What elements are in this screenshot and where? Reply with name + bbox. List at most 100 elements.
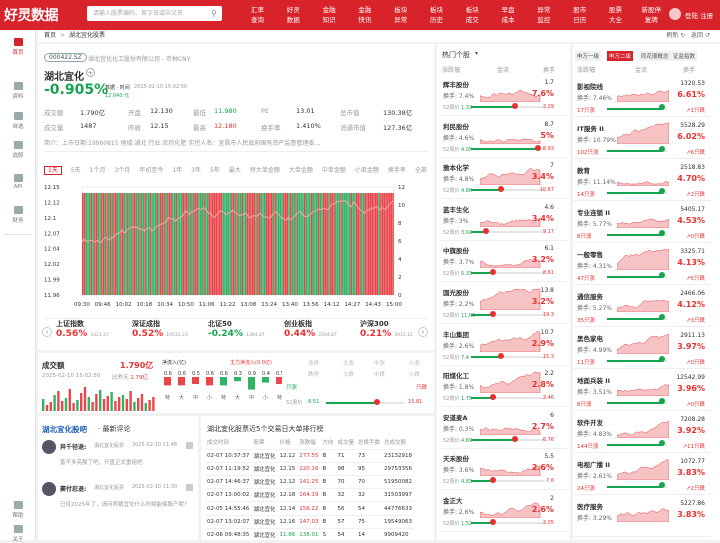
side-nav-item[interactable]: 选股 <box>0 141 36 159</box>
nav-item[interactable]: 新股停 复牌 <box>641 6 662 24</box>
intraday-chart[interactable]: 12.15 12.12 12.1 12.07 12.04 12.02 11.99 11.96 1… <box>44 183 428 311</box>
hot-stock-item[interactable]: 利民股份 换手: 4.6% 8.7 5% 52周价 4.05 8.93 <box>440 117 568 158</box>
nav-item[interactable]: 金融 知识 <box>322 6 336 24</box>
only-down-filter[interactable]: 只跌 <box>416 385 428 391</box>
comment-thumb-icon[interactable] <box>186 442 193 449</box>
period-tab[interactable]: 3个月 <box>114 167 131 174</box>
nav-item[interactable]: 金融 快讯 <box>358 6 372 24</box>
side-nav-item[interactable]: 首页 <box>0 38 36 56</box>
sector-item[interactable]: 地面兵装 II 换手: 3.51% 12542.99 3.96% 8只涨 ↗0只跌 <box>573 369 711 411</box>
search-icon[interactable]: ⚲ <box>211 9 217 18</box>
side-nav-item[interactable]: API <box>0 174 36 190</box>
period-tab[interactable]: 5天 <box>70 167 81 174</box>
sector-tab[interactable]: 同花顺概念 <box>639 51 671 61</box>
nav-item[interactable]: 板块 成交 <box>465 6 479 24</box>
range-filter[interactable]: 中跌 <box>374 372 386 378</box>
search-input[interactable]: 请输入股票编码、首字母或中文名 ⚲ <box>87 6 222 21</box>
refresh-button[interactable]: 刷新 <box>666 32 679 39</box>
side-nav-item[interactable]: 帮助 <box>0 501 36 519</box>
commenter-avatar[interactable] <box>42 482 56 496</box>
range-filter[interactable]: 跌停 <box>308 372 320 378</box>
nav-item[interactable]: 汇率 查询 <box>251 6 264 24</box>
period-tab[interactable]: 5年 <box>209 167 220 174</box>
sector-item[interactable]: 影视院线 换手: 7.46% 1320.53 6.61% 17只涨 ↗1只跌 <box>573 75 711 117</box>
sector-item[interactable]: IT服务 II 换手: 10.79% 5528.29 6.02% 102只涨 ↗6只跌 <box>573 117 711 159</box>
sector-item[interactable]: 医疗服务 换手: 3.29% 5227.86 3.83% <box>573 495 711 537</box>
period-tab[interactable]: 1年 <box>172 167 183 174</box>
table-row[interactable]: 02-07 13:00:02 湖北宜化 12.18 164.19 B 32 32 315039… <box>205 488 414 502</box>
hot-stock-item[interactable]: 雅本化学 换手: 4.8% 7 3.4% 52周价 4.86 10.67 <box>440 158 568 200</box>
comment-thumb-icon[interactable] <box>186 484 193 491</box>
side-nav-item[interactable]: 财务 <box>0 206 36 235</box>
prev-index-button[interactable]: ‹ <box>42 327 52 337</box>
index-card[interactable]: 北证50 -0.24% 1364.07 <box>208 319 282 345</box>
index-card[interactable]: 上证指数 0.56% 3321.37 <box>56 319 130 345</box>
add-watch-icon[interactable]: + <box>86 68 95 77</box>
comments-title[interactable]: 湖北宜化股吧 <box>42 425 87 434</box>
range-filter[interactable]: 小涨 <box>409 361 421 367</box>
breadcrumb-home[interactable]: 首页 <box>44 32 57 39</box>
sector-item[interactable]: 一般零售 换手: 4.31% 3325.71 4.13% 47只涨 ↗5只跌 <box>573 243 711 285</box>
sector-h2[interactable]: 金流 <box>635 67 648 74</box>
commenter-name[interactable]: 窦付忍退: <box>60 486 87 493</box>
hot-stock-item[interactable]: 中旗股份 换手: 3.7% 6.1 3.2% 52周价 5.33 8.61 <box>440 241 568 283</box>
period-tab[interactable]: 特大单金额 <box>249 167 280 174</box>
sector-item[interactable]: 教育 换手: 11.14% 2518.83 4.70% 14只涨 ↗2只跌 <box>573 159 711 201</box>
sector-item[interactable]: 黑色家电 换手: 4.99% 2911.13 3.97% 11只涨 ↗0只跌 <box>573 327 711 369</box>
sector-tab[interactable]: 申万一级 <box>575 51 602 61</box>
side-nav-item[interactable]: 自选 <box>0 112 36 130</box>
nav-item[interactable]: 板块 历史 <box>430 6 443 24</box>
period-tab[interactable]: 年初至今 <box>139 167 164 174</box>
table-row[interactable]: 02-07 11:19:52 湖北宜化 12.15 220.16 B 98 95 297533… <box>205 462 414 475</box>
next-index-button[interactable]: › <box>418 327 428 337</box>
index-card[interactable]: 创业板指 0.44% 2264.87 <box>284 319 358 345</box>
table-row[interactable]: 02-07 13:02:07 湖北宜化 12.16 147.03 B 57 75 195490… <box>205 515 414 528</box>
sector-h1[interactable]: 涨跌幅 <box>577 67 596 74</box>
hot-stock-item[interactable]: 金正大 换手: 2.6% 2 2.6% 52周价 1.52 3.05 <box>440 491 568 532</box>
period-tab[interactable]: 小单金额 <box>354 167 379 174</box>
hot-stock-item[interactable]: 蓝丰生化 换手: 3% 4.6 3.4% 52周价 3.02 9.17 <box>440 200 568 241</box>
hot-stock-item[interactable]: 辉丰股份 换手: 7.4% 1.7 7.6% 52周价 1.33 3.29 <box>440 75 568 116</box>
nav-item[interactable]: 异常 监控 <box>537 6 551 24</box>
side-nav-item[interactable]: 关于 <box>0 525 36 543</box>
table-row[interactable]: 02-07 10:37:37 湖北宜化 12.12 277.55 B 71 73 231329… <box>205 449 414 462</box>
table-row[interactable]: 02-07 14:46:37 湖北宜化 12.12 141.25 B 70 70 519500… <box>205 475 414 489</box>
commenter-avatar[interactable] <box>42 440 56 454</box>
sector-item[interactable]: 专业连锁 II 换手: 5.77% 5405.17 4.53% 8只涨 ↗0只跌 <box>573 201 711 243</box>
sector-item[interactable]: 电视广播 II 换手: 2.61% 1072.77 3.83% 24只涨 ↗2只跌 <box>573 453 711 495</box>
period-tab[interactable]: 1个月 <box>89 167 106 174</box>
side-nav-item[interactable]: 资料 <box>0 82 36 100</box>
range-filter[interactable]: 小跌 <box>409 372 421 378</box>
index-card[interactable]: 深证成指 0.52% 10531.23 <box>132 319 206 345</box>
nav-item[interactable]: 好灵 数据 <box>286 6 300 24</box>
period-tab[interactable]: 1天 <box>44 166 62 175</box>
nav-item[interactable]: 早盘 成本 <box>501 6 515 24</box>
nav-item[interactable]: 股票 大全 <box>609 6 622 24</box>
nav-item[interactable]: 股市 日历 <box>573 6 587 24</box>
hot-stock-item[interactable]: 丰山集团 换手: 2.6% 10.7 2.9% 52周价 7.4 15.3 <box>440 325 568 366</box>
index-card[interactable]: 沪深300 0.21% 3915.12 <box>360 319 434 345</box>
table-row[interactable]: 02-05 14:55:46 湖北宜化 12.14 156.22 B 56 54 447766… <box>205 501 414 515</box>
login-link[interactable]: 登陆 注册 <box>685 12 714 20</box>
range-filter[interactable]: 大涨 <box>343 361 355 367</box>
range-filter[interactable]: 中涨 <box>374 361 386 367</box>
hot-stock-item[interactable]: 安道麦A 换手: 0.3% 6 2.7% 52周价 4.69 6.76 <box>440 408 568 449</box>
period-tab[interactable]: 中单金额 <box>321 167 346 174</box>
sector-tab[interactable]: 证监指数 <box>671 51 698 61</box>
sector-item[interactable]: 软件开发 换手: 4.83% 7208.28 3.92% 144只涨 ↗11只跌 <box>573 411 711 453</box>
hot-h1[interactable]: 涨跌幅 <box>442 67 461 74</box>
sector-tab[interactable]: 申万二级 <box>607 51 634 61</box>
commenter-name[interactable]: 异千径退: <box>60 444 87 451</box>
hot-stock-item[interactable]: 阳煤化工 换手: 1.8% 2.2 2.8% 52周价 1.75 3.46 <box>440 366 568 408</box>
table-row[interactable]: 02-06 09:48:35 湖北宜化 11.86 138.01 S 54 14 990942… <box>205 528 414 541</box>
hot-stock-item[interactable]: 国光股份 换手: 2.2% 13.8 3.2% 52周价 11.05 19.3 <box>440 283 568 324</box>
hot-h2[interactable]: 金流 <box>497 67 510 74</box>
period-tab[interactable]: 全部 <box>414 167 427 174</box>
logo[interactable]: 好灵数据 <box>4 8 59 24</box>
hot-dropdown-icon[interactable]: ▾ <box>475 50 479 57</box>
range-filter[interactable]: 大跌 <box>343 372 355 378</box>
hot-stock-item[interactable]: 天禾股份 换手: 3.6% 5.5 2.6% 52周价 4.83 7.6 <box>440 449 568 491</box>
range-filter[interactable]: 涨停 <box>308 361 320 367</box>
only-up-filter[interactable]: 只涨 <box>286 385 298 391</box>
sector-item[interactable]: 通信服务 换手: 5.27% 2466.06 4.12% 35只涨 ↗3只跌 <box>573 285 711 327</box>
